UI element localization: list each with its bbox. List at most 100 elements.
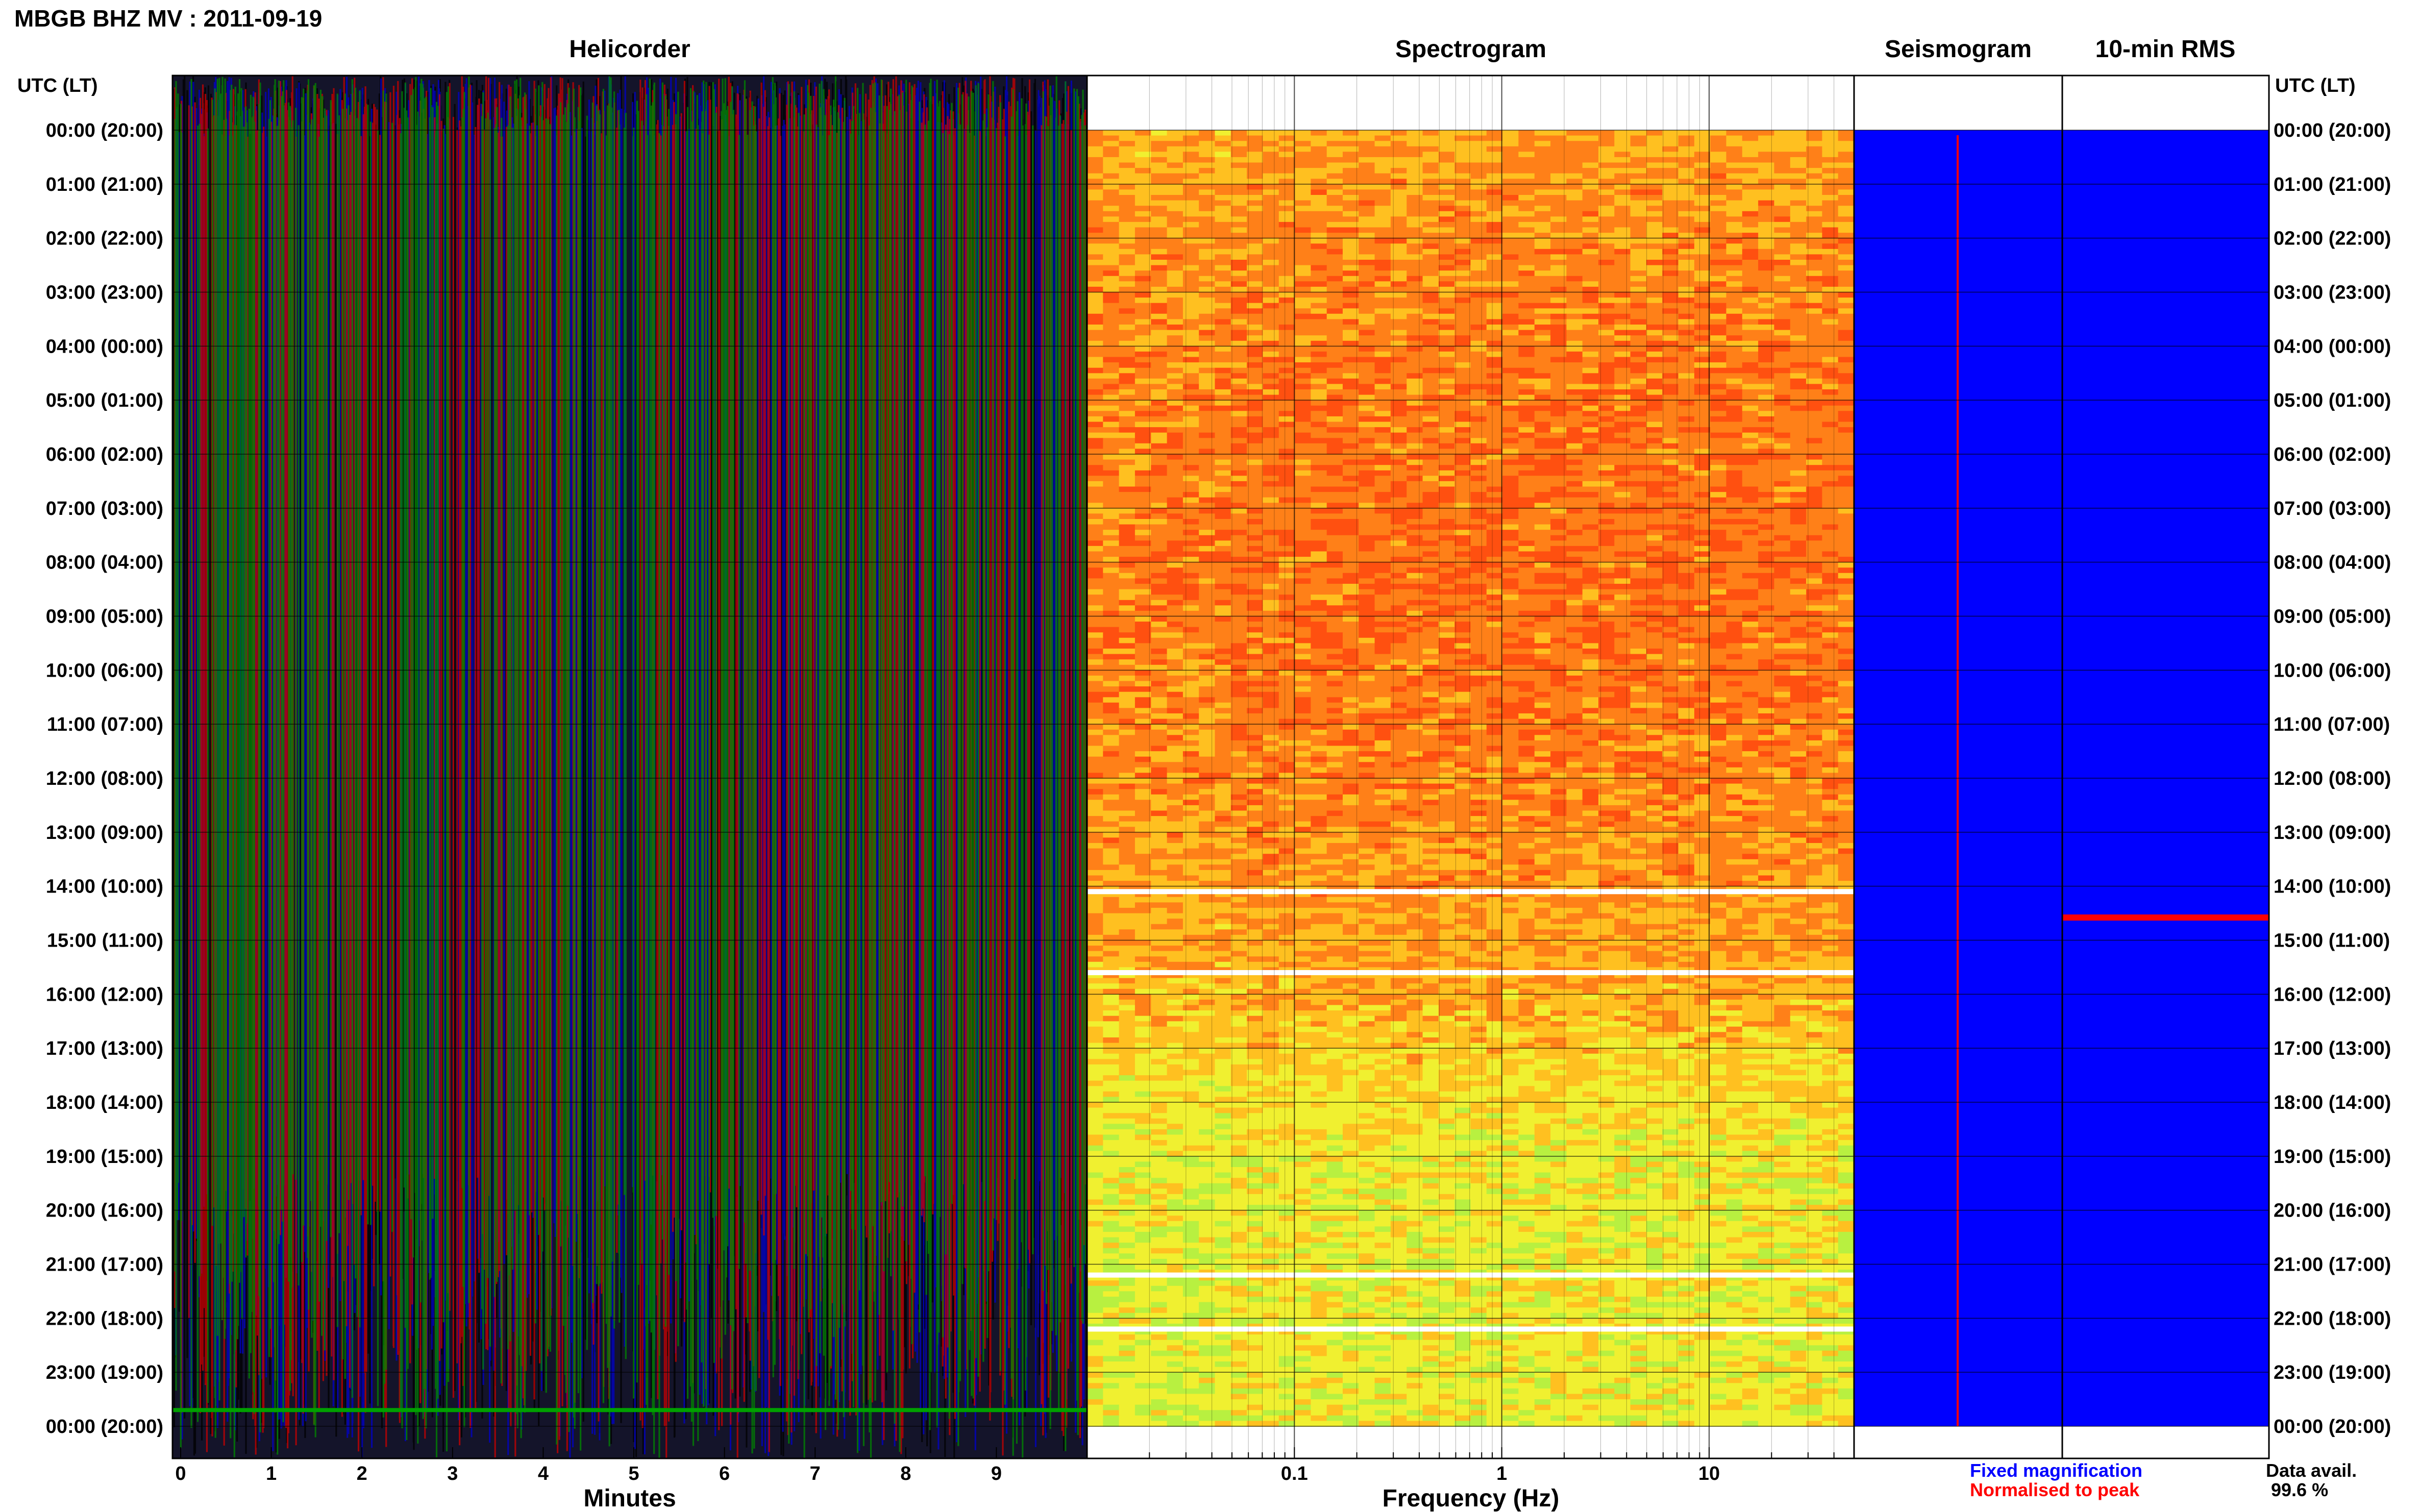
spectrogram-cell: [1566, 373, 1583, 379]
spectrogram-cell: [1295, 481, 1312, 487]
spectrogram-cell: [1311, 394, 1327, 401]
spectrogram-cell: [1774, 130, 1791, 136]
spectrogram-cell: [1838, 443, 1854, 450]
spectrogram-cell: [1486, 513, 1503, 519]
spectrogram-cell: [1295, 610, 1312, 617]
spectrogram-cell: [1359, 659, 1375, 665]
spectrogram-cell: [1758, 459, 1775, 465]
spectrogram-cell: [1678, 303, 1695, 309]
spectrogram-cell: [1247, 303, 1264, 309]
spectrogram-cell: [1630, 211, 1647, 217]
spectrogram-cell: [1662, 654, 1679, 660]
spectrogram-cell: [1119, 654, 1136, 660]
spectrogram-cell: [1822, 195, 1839, 201]
spectrogram-cell: [1215, 168, 1231, 174]
spectrogram-cell: [1454, 141, 1471, 147]
spectrogram-cell: [1774, 179, 1791, 185]
spectrogram-cell: [1406, 351, 1423, 358]
spectrogram-cell: [1774, 200, 1791, 206]
spectrogram-cell: [1087, 335, 1104, 341]
spectrogram-cell: [1215, 622, 1231, 628]
spectrogram-cell: [1359, 465, 1375, 471]
spectrogram-cell: [1710, 557, 1727, 563]
spectrogram-cell: [1486, 432, 1503, 439]
spectrogram-cell: [1486, 238, 1503, 244]
spectrogram-cell: [1374, 298, 1391, 304]
spectrogram-cell: [1822, 637, 1839, 644]
spectrogram-cell: [1422, 325, 1439, 331]
spectrogram-cell: [1374, 130, 1391, 136]
spectrogram-cell: [1630, 432, 1647, 439]
spectrogram-cell: [1534, 195, 1551, 201]
spectrogram-cell: [1790, 594, 1807, 601]
spectrogram-cell: [1518, 416, 1535, 423]
spectrogram-cell: [1263, 254, 1279, 260]
spectrogram-cell: [1662, 157, 1679, 163]
spectrogram-cell: [1710, 384, 1727, 390]
spectrogram-cell: [1470, 519, 1487, 525]
spectrogram-cell: [1278, 308, 1295, 314]
spectrogram-cell: [1422, 373, 1439, 379]
spectrogram-cell: [1087, 681, 1104, 687]
spectrogram-cell: [1422, 254, 1439, 260]
spectrogram-cell: [1103, 249, 1120, 255]
spectrogram-cell: [1614, 605, 1631, 611]
spectrogram-cell: [1438, 503, 1455, 509]
spectrogram-cell: [1726, 513, 1743, 519]
spectrogram-cell: [1662, 524, 1679, 530]
spectrogram-cell: [1422, 557, 1439, 563]
spectrogram-cell: [1134, 184, 1151, 190]
spectrogram-cell: [1438, 459, 1455, 465]
spectrogram-cell: [1406, 195, 1423, 201]
spectrogram-cell: [1199, 276, 1216, 282]
spectrogram-cell: [1230, 141, 1247, 147]
spectrogram-cell: [1838, 449, 1854, 455]
spectrogram-cell: [1454, 389, 1471, 395]
spectrogram-cell: [1694, 427, 1711, 433]
spectrogram-cell: [1278, 233, 1295, 239]
spectrogram-cell: [1278, 389, 1295, 395]
spectrogram-cell: [1103, 416, 1120, 423]
spectrogram-cell: [1343, 340, 1360, 347]
spectrogram-cell: [1390, 405, 1407, 412]
spectrogram-cell: [1454, 221, 1471, 228]
spectrogram-cell: [1230, 378, 1247, 385]
spectrogram-cell: [1103, 367, 1120, 374]
spectrogram-cell: [1534, 567, 1551, 574]
spectrogram-cell: [1230, 173, 1247, 180]
spectrogram-cell: [1806, 184, 1823, 190]
spectrogram-cell: [1438, 378, 1455, 385]
spectrogram-cell: [1486, 610, 1503, 617]
spectrogram-cell: [1215, 270, 1231, 277]
spectrogram-cell: [1374, 313, 1391, 320]
spectrogram-cell: [1630, 270, 1647, 277]
spectrogram-cell: [1295, 503, 1312, 509]
spectrogram-cell: [1359, 325, 1375, 331]
spectrogram-cell: [1438, 200, 1455, 206]
spectrogram-cell: [1343, 362, 1360, 368]
spectrogram-cell: [1758, 260, 1775, 266]
spectrogram-cell: [1247, 622, 1264, 628]
spectrogram-cell: [1134, 281, 1151, 287]
spectrogram-cell: [1103, 179, 1120, 185]
spectrogram-cell: [1646, 373, 1663, 379]
spectrogram-cell: [1390, 265, 1407, 271]
spectrogram-cell: [1326, 605, 1343, 611]
spectrogram-cell: [1182, 173, 1199, 180]
spectrogram-cell: [1167, 179, 1183, 185]
spectrogram-cell: [1278, 146, 1295, 153]
spectrogram-cell: [1215, 557, 1231, 563]
spectrogram-cell: [1502, 427, 1519, 433]
spectrogram-cell: [1550, 470, 1567, 477]
spectrogram-cell: [1614, 400, 1631, 406]
spectrogram-cell: [1390, 535, 1407, 541]
spectrogram-cell: [1710, 298, 1727, 304]
spectrogram-cell: [1838, 152, 1854, 158]
spectrogram-cell: [1103, 221, 1120, 228]
spectrogram-cell: [1422, 206, 1439, 212]
spectrogram-cell: [1838, 221, 1854, 228]
spectrogram-cell: [1614, 649, 1631, 655]
spectrogram-cell: [1167, 389, 1183, 395]
spectrogram-cell: [1550, 221, 1567, 228]
spectrogram-cell: [1550, 373, 1567, 379]
